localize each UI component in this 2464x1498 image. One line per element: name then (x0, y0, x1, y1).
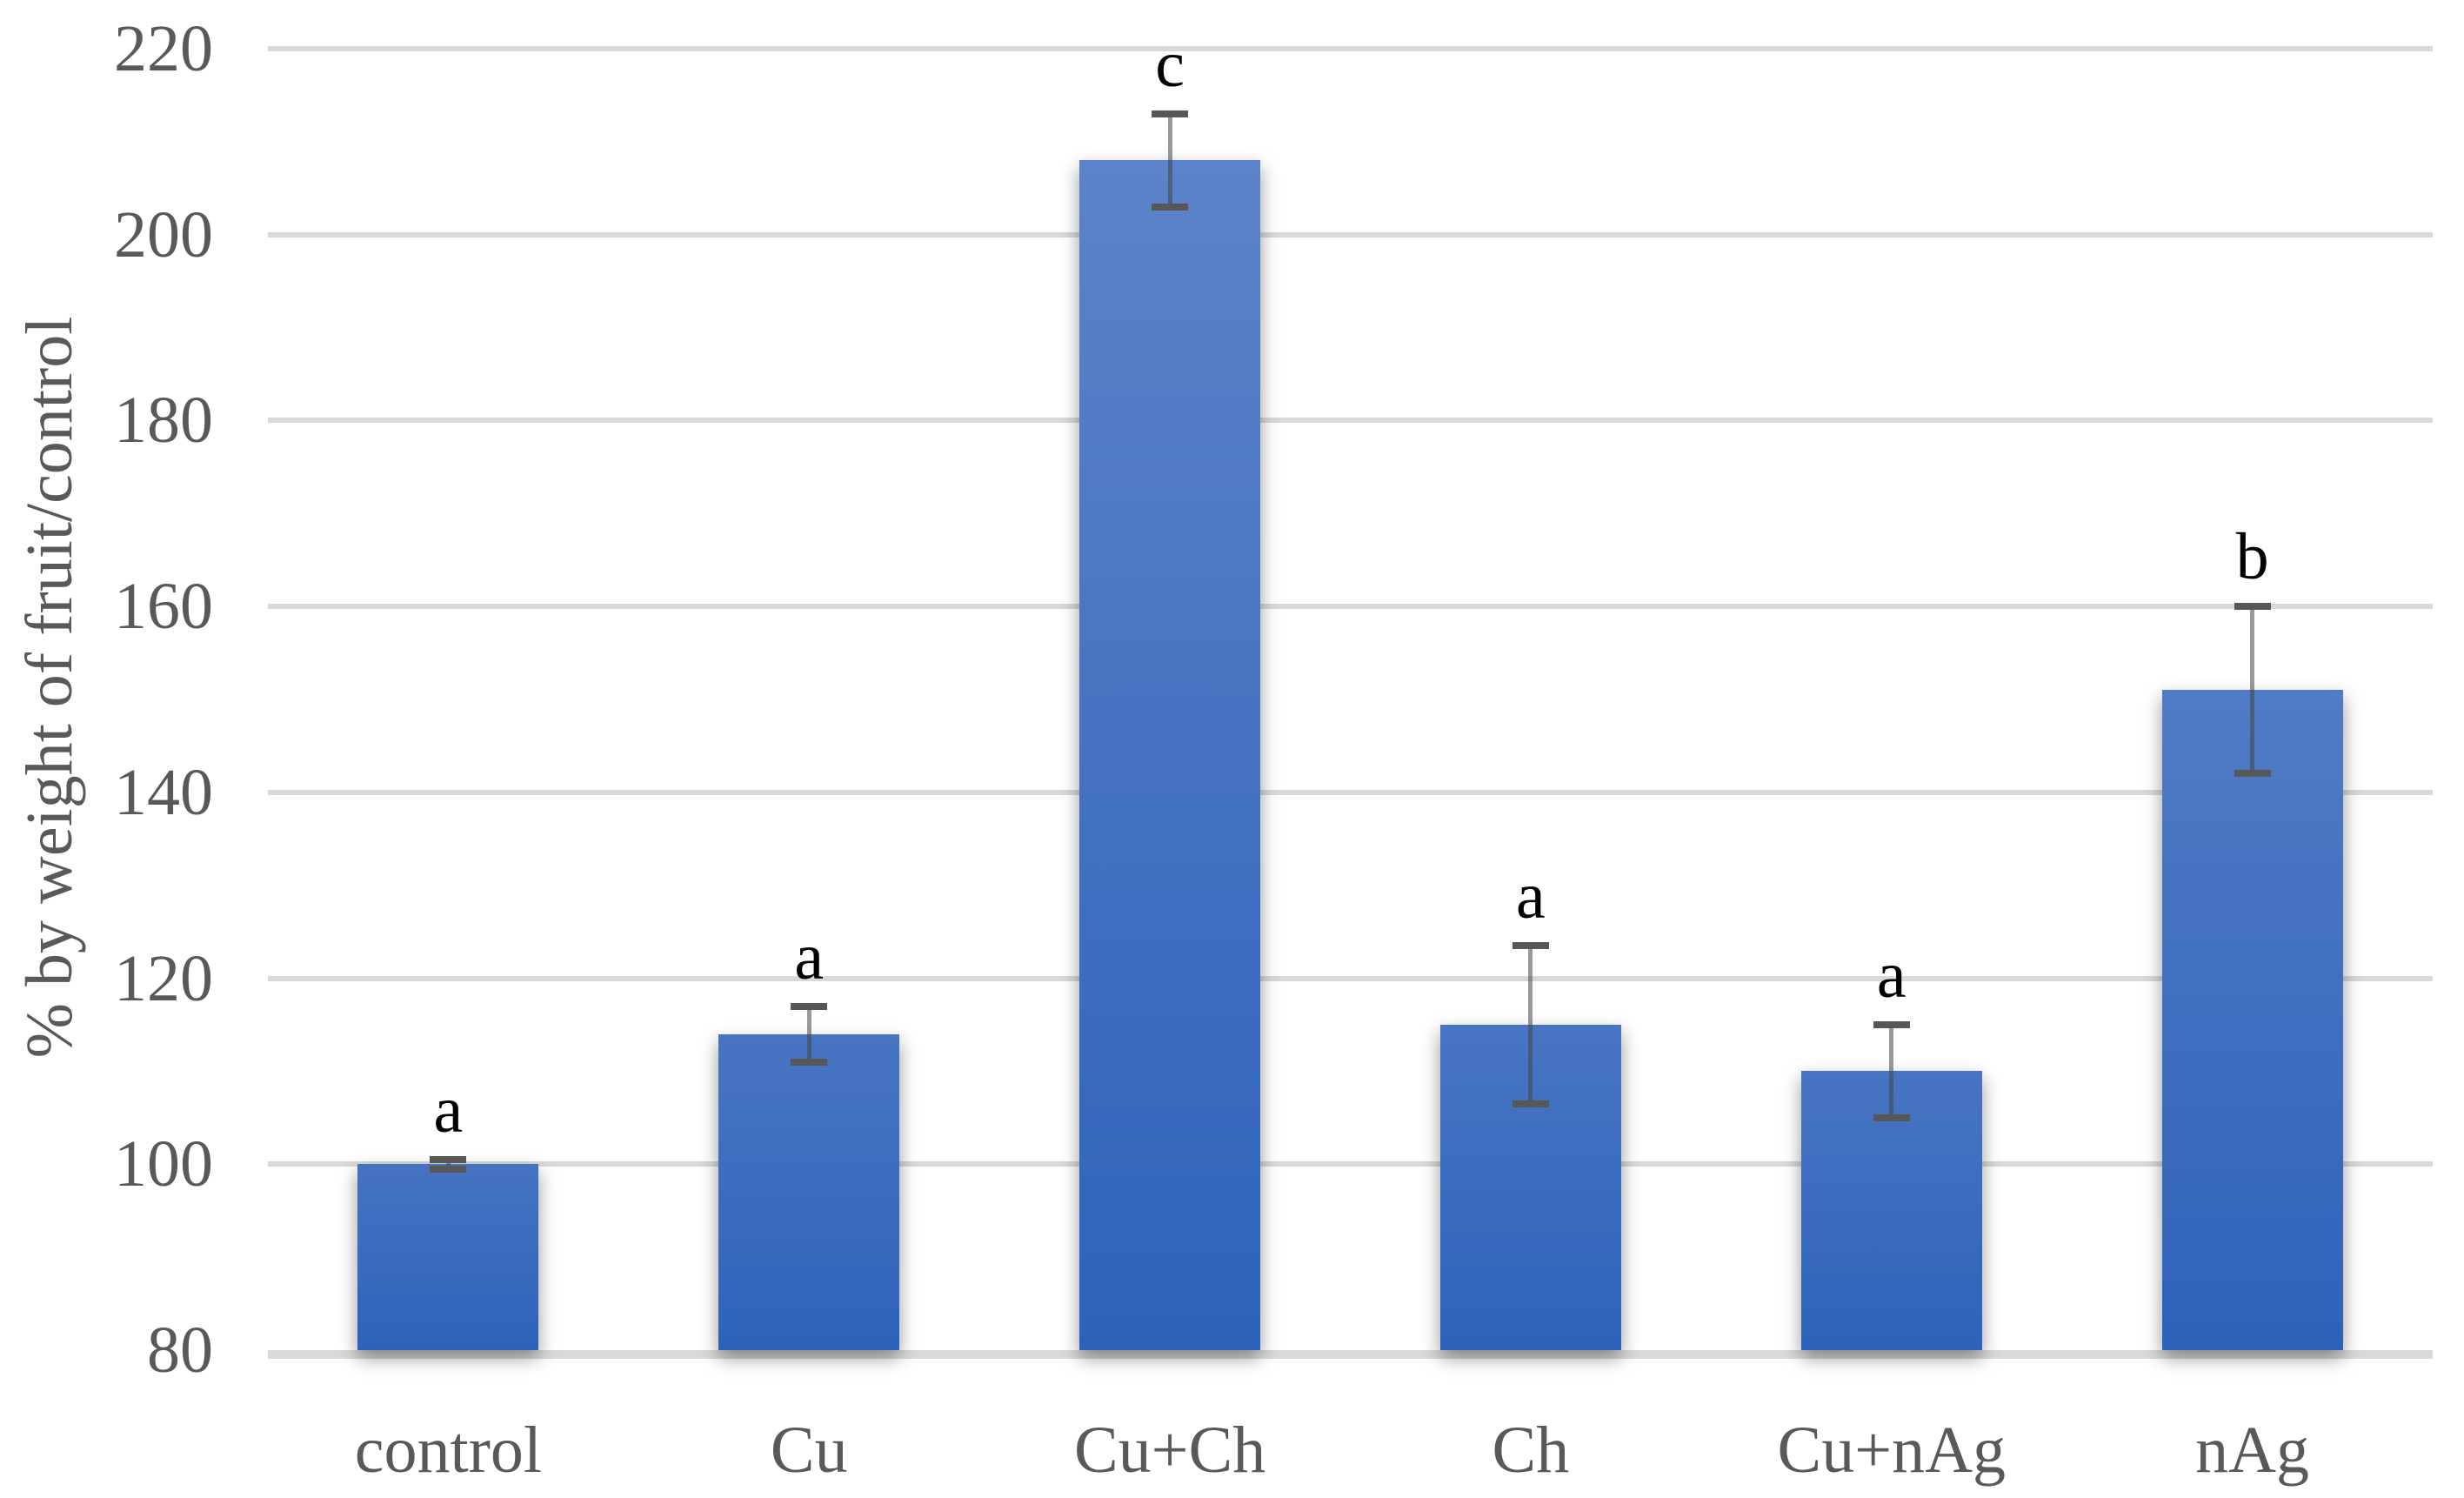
gridline-180 (268, 418, 2433, 424)
error-bar-cap-top-control (430, 1155, 467, 1163)
error-bar-cap-bottom-control (430, 1165, 467, 1173)
error-bar-cap-top-Ch (1512, 942, 1549, 950)
error-bar-cap-top-Cu+Ch (1152, 110, 1189, 117)
error-bar-line-nAg (2250, 606, 2255, 774)
error-bar-cap-bottom-Cu+nAg (1873, 1113, 1910, 1121)
x-axis-label-Cu: Cu (770, 1414, 848, 1487)
bar-nAg (2161, 690, 2343, 1350)
error-bar-line-Ch (1528, 946, 1533, 1104)
y-tick-label-120: 120 (114, 941, 213, 1015)
x-axis-label-control: control (354, 1414, 543, 1487)
gridline-220 (268, 46, 2433, 51)
bar-control (357, 1164, 539, 1350)
error-bar-cap-bottom-Ch (1512, 1100, 1549, 1107)
error-bar-cap-top-Cu+nAg (1873, 1021, 1910, 1028)
bar-Cu (718, 1033, 900, 1350)
error-bar-cap-bottom-Cu+Ch (1152, 203, 1189, 211)
error-bar-line-Cu (806, 1006, 811, 1062)
x-axis-line (268, 1350, 2433, 1359)
error-bar-cap-bottom-Cu (791, 1058, 828, 1066)
x-axis-label-nAg: nAg (2195, 1414, 2310, 1487)
gridline-200 (268, 231, 2433, 237)
y-tick-label-140: 140 (114, 755, 213, 829)
error-bar-line-Cu+Ch (1167, 113, 1172, 207)
significance-letter-Ch: a (1516, 859, 1546, 933)
gridline-160 (268, 604, 2433, 610)
error-bar-cap-bottom-nAg (2234, 770, 2271, 778)
error-bar-cap-top-nAg (2234, 603, 2271, 611)
error-bar-line-Cu+nAg (1889, 1025, 1894, 1118)
significance-letter-Cu+Ch: c (1155, 27, 1185, 101)
x-axis-label-Ch: Ch (1492, 1414, 1570, 1487)
bar-Cu+Ch (1079, 160, 1261, 1350)
gridline-100 (268, 1161, 2433, 1167)
error-bar-line-control (445, 1159, 451, 1169)
significance-letter-nAg: b (2235, 520, 2269, 594)
y-tick-label-180: 180 (114, 384, 213, 458)
y-tick-label-220: 220 (114, 12, 213, 85)
x-axis-label-Cu+Ch: Cu+Ch (1073, 1414, 1266, 1487)
y-tick-label-100: 100 (114, 1127, 213, 1201)
x-axis-label-Cu+nAg: Cu+nAg (1777, 1414, 2006, 1487)
gridline-120 (268, 975, 2433, 981)
y-tick-label-80: 80 (147, 1314, 213, 1387)
y-tick-label-160: 160 (114, 570, 213, 644)
error-bar-cap-top-Cu (791, 1002, 828, 1010)
significance-letter-Cu: a (794, 920, 825, 993)
y-tick-label-200: 200 (114, 197, 213, 271)
significance-letter-control: a (433, 1073, 464, 1147)
gridline-140 (268, 789, 2433, 795)
significance-letter-Cu+nAg: a (1876, 939, 1906, 1012)
